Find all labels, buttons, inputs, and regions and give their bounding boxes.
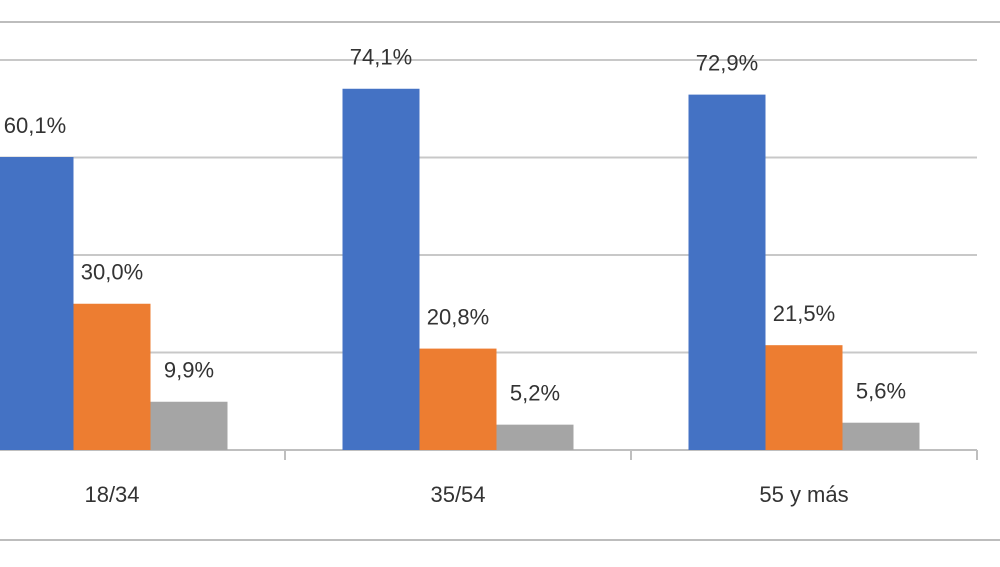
data-label: 9,9% — [164, 358, 214, 383]
data-label: 30,0% — [81, 260, 143, 285]
data-label: 74,1% — [350, 45, 412, 70]
bar — [842, 422, 920, 450]
bar — [765, 345, 843, 450]
bar — [688, 94, 766, 451]
bar — [0, 157, 74, 450]
bar — [496, 424, 574, 450]
bar — [342, 88, 420, 450]
data-label: 5,2% — [510, 380, 560, 405]
data-label: 72,9% — [696, 50, 758, 75]
x-tick-label: 18/34 — [84, 482, 139, 507]
data-label: 21,5% — [773, 301, 835, 326]
x-tick-label: 55 y más — [759, 482, 848, 507]
bar — [150, 401, 228, 450]
data-label: 60,1% — [4, 113, 66, 138]
data-label: 5,6% — [856, 379, 906, 404]
bar — [73, 303, 151, 450]
chart-frame — [0, 21, 1000, 541]
x-tick-label: 35/54 — [430, 482, 485, 507]
data-label: 20,8% — [427, 304, 489, 329]
bar — [419, 348, 497, 450]
